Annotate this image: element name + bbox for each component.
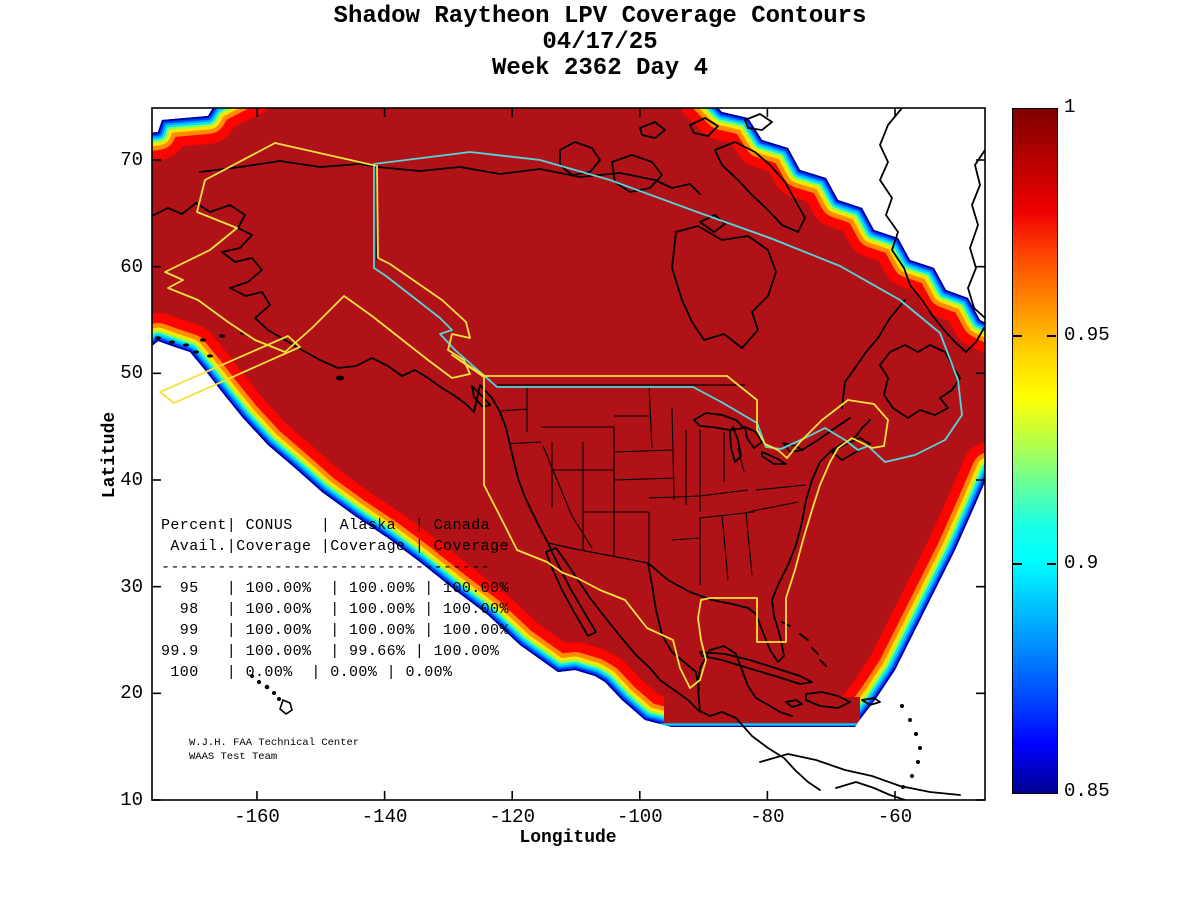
puerto-rico xyxy=(861,697,881,706)
x-tick--120: -120 xyxy=(489,806,535,828)
coastlines xyxy=(152,108,985,800)
y-tick-20: 20 xyxy=(120,682,143,705)
arctic-island-small-1 xyxy=(689,117,719,137)
x-tick--160: -160 xyxy=(234,806,280,828)
credit-line-1: W.J.H. FAA Technical Center xyxy=(189,737,360,749)
x-tick--100: -100 xyxy=(616,806,663,828)
credit-line-2: WAAS Test Team xyxy=(189,751,278,763)
pacific-coastline xyxy=(473,384,821,791)
alaska-coastline xyxy=(152,202,475,413)
hudson-bay xyxy=(671,225,777,349)
plot-frame xyxy=(151,107,986,801)
chart-date: 04/17/25 xyxy=(542,29,658,56)
fringe-contours xyxy=(152,108,985,727)
y-tick-30: 30 xyxy=(120,575,143,598)
nova-scotia xyxy=(831,437,871,461)
great-lakes xyxy=(693,412,803,465)
greenland-west-coast xyxy=(879,108,985,353)
axis-tick-marks xyxy=(152,108,985,801)
colorbar-tick-0.9: 0.9 xyxy=(1064,552,1099,574)
y-tick-60: 60 xyxy=(120,255,143,278)
jamaica xyxy=(785,699,803,708)
us-mexico-border xyxy=(547,542,649,564)
chart-week-day: Week 2362 Day 4 xyxy=(491,55,709,82)
y-axis-label: Latitude xyxy=(100,411,120,499)
cuba xyxy=(699,651,813,685)
colorbar-tick-0.85: 0.85 xyxy=(1064,780,1110,802)
vancouver-island xyxy=(471,385,491,408)
x-tick--140: -140 xyxy=(361,806,408,828)
us-gulf-east-coast xyxy=(647,419,871,663)
table-line: Avail.|Coverage |Coverage | Coverage xyxy=(161,538,509,555)
conus-service-boundary xyxy=(451,354,889,689)
y-tick-10: 10 xyxy=(120,789,143,811)
colorbar-tick-mark xyxy=(1013,563,1022,565)
table-line: 99.9 | 100.00% | 99.66% | 100.00% xyxy=(161,643,500,660)
alaska-service-boundary xyxy=(164,142,471,379)
arctic-island-small-2 xyxy=(744,113,773,131)
colorbar-tick-mark xyxy=(1047,335,1056,337)
hawaii-islands xyxy=(250,674,293,715)
coverage-region xyxy=(152,108,985,727)
y-tick-70: 70 xyxy=(120,149,143,171)
table-line: 99 | 100.00% | 100.00% | 100.00% xyxy=(161,622,509,639)
colorbar xyxy=(1012,108,1058,794)
chart-title: Shadow Raytheon LPV Coverage Contours xyxy=(333,3,867,30)
colorbar-tick-1: 1 xyxy=(1064,96,1076,118)
labrador-coast xyxy=(841,299,906,409)
aleutian-service-boundary xyxy=(159,335,301,404)
south-america-coast xyxy=(759,753,961,796)
y-tick-40: 40 xyxy=(120,469,143,491)
x-axis-label: Longitude xyxy=(519,828,617,848)
hispaniola xyxy=(805,691,851,709)
newfoundland xyxy=(879,344,961,419)
colorbar-tick-mark xyxy=(1047,563,1056,565)
baffin-island xyxy=(714,141,806,233)
us-state-borders xyxy=(499,385,807,585)
st-lawrence xyxy=(801,417,851,451)
colorbar-tick-mark xyxy=(1013,335,1022,337)
table-divider: ----------------------------------- xyxy=(161,559,491,576)
x-tick--80: -80 xyxy=(750,806,785,828)
canada-service-boundary xyxy=(373,151,963,463)
table-line: 100 | 0.00% | 0.00% | 0.00% xyxy=(161,664,453,681)
table-line: 98 | 100.00% | 100.00% | 100.00% xyxy=(161,601,509,618)
x-tick--60: -60 xyxy=(877,806,913,828)
y-tick-50: 50 xyxy=(120,362,143,385)
yucatan-coast xyxy=(697,645,793,717)
arctic-island-small-3 xyxy=(639,121,666,139)
table-line: 95 | 100.00% | 100.00% | 100.00% xyxy=(161,580,509,597)
gulf-mexico-coast xyxy=(647,562,700,691)
arctic-coastline xyxy=(199,160,701,195)
table-line: Percent| CONUS | Alaska | Canada xyxy=(161,517,491,534)
colorbar-tick-0.95: 0.95 xyxy=(1064,324,1110,346)
greenland-east-coast xyxy=(967,149,985,319)
lesser-antilles xyxy=(900,704,922,789)
